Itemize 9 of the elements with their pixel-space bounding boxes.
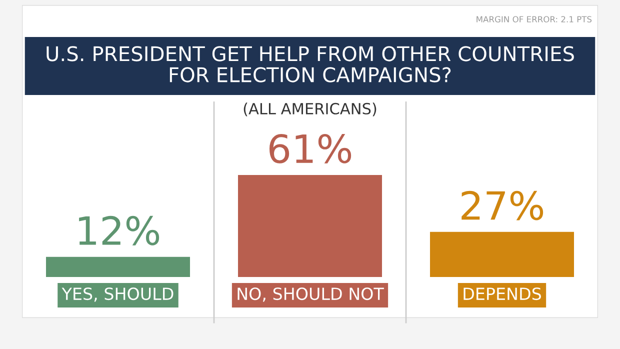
data-label: 61% (270, 134, 352, 164)
x-tick-label: NO, SHOULD NOT (238, 287, 384, 302)
chart-title: U.S. PRESIDENT GET HELP FROM OTHER COUNTRIES FOR ELECTION CAMPAIGNS? (46, 46, 574, 82)
data-label: 27% (462, 190, 544, 220)
x-tick-label: DEPENDS (464, 287, 541, 300)
text: MARGIN OF ERROR: 2.1 PTS (476, 16, 592, 22)
x-tick-label: YES, SHOULD (62, 287, 174, 302)
data-label: 12% (79, 216, 160, 246)
chart-subtitle: (ALL AMERICANS) (244, 102, 376, 116)
